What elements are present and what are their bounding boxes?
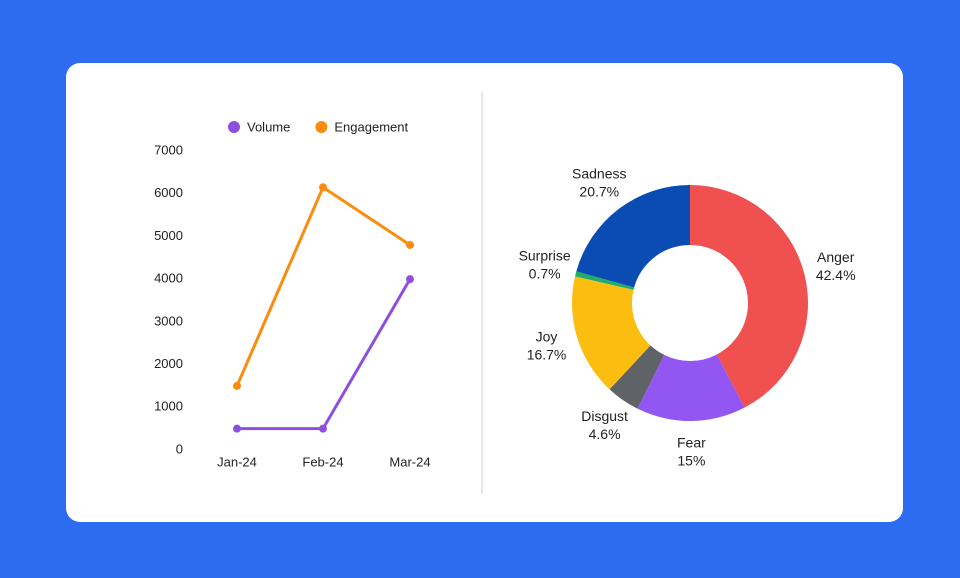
slice (576, 185, 690, 288)
y-tick-label: 5000 (154, 228, 183, 243)
y-tick-label: 3000 (154, 313, 183, 328)
point (233, 424, 241, 433)
point (319, 183, 327, 192)
x-tick-label: Mar-24 (389, 454, 430, 469)
slice-value-label: 16.7% (527, 347, 567, 363)
point (233, 381, 241, 390)
slice-label: Surprise (519, 248, 571, 264)
slice-value-label: 0.7% (529, 266, 561, 282)
legend-marker (315, 121, 328, 133)
y-tick-label: 6000 (154, 185, 183, 200)
y-tick-label: 4000 (154, 271, 183, 286)
slice (575, 271, 635, 290)
slice-value-label: 4.6% (589, 426, 621, 442)
legend-label: Volume (247, 119, 290, 134)
point (319, 424, 327, 433)
y-tick-label: 0 (176, 441, 183, 456)
slice-label: Joy (536, 329, 558, 345)
slice-label: Fear (677, 435, 706, 451)
x-tick-label: Jan-24 (217, 454, 257, 469)
y-tick-label: 2000 (154, 356, 183, 371)
y-tick-label: 1000 (154, 399, 183, 414)
slice-label: Sadness (572, 165, 626, 181)
slice-value-label: 42.4% (816, 267, 856, 283)
slice (572, 276, 651, 390)
point (406, 275, 414, 284)
legend-marker (228, 121, 240, 133)
x-tick-label: Feb-24 (302, 454, 343, 469)
slice (690, 185, 808, 408)
y-tick-label: 7000 (154, 142, 183, 157)
point (406, 240, 414, 249)
slice (609, 345, 665, 409)
legend-label: Engagement (334, 119, 408, 134)
slice (637, 354, 745, 422)
slice-value-label: 15% (677, 453, 705, 469)
slice-value-label: 20.7% (579, 183, 619, 199)
slice-label: Anger (817, 249, 855, 265)
slice-label: Disgust (581, 408, 628, 424)
